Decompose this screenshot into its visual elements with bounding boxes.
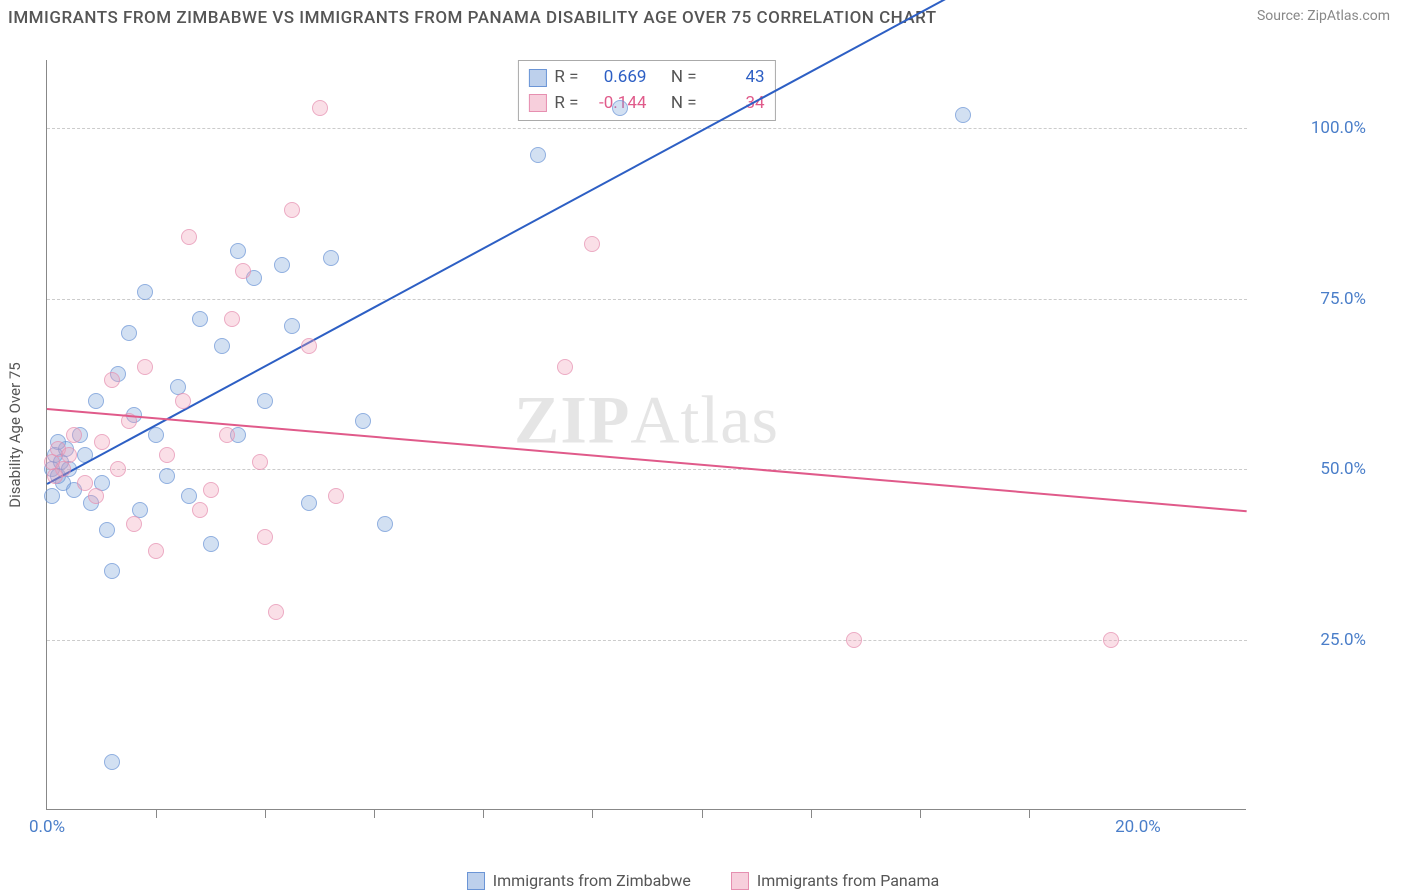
swatch-panama [528, 94, 546, 112]
scatter-point-panama [77, 475, 93, 491]
scatter-point-panama [104, 372, 120, 388]
scatter-point-zimbabwe [323, 250, 339, 266]
scatter-point-zimbabwe [355, 413, 371, 429]
chart-title: IMMIGRANTS FROM ZIMBABWE VS IMMIGRANTS F… [8, 8, 937, 28]
scatter-point-zimbabwe [203, 536, 219, 552]
scatter-point-zimbabwe [377, 516, 393, 532]
gridline-h [47, 640, 1247, 641]
scatter-point-zimbabwe [230, 243, 246, 259]
scatter-point-zimbabwe [181, 488, 197, 504]
scatter-point-panama [110, 461, 126, 477]
gridline-h [47, 469, 1247, 470]
legend-label-zimbabwe: Immigrants from Zimbabwe [493, 871, 691, 890]
scatter-point-zimbabwe [955, 107, 971, 123]
scatter-point-panama [1103, 632, 1119, 648]
gridline-h [47, 128, 1247, 129]
gridline-v [920, 810, 921, 818]
scatter-point-panama [94, 434, 110, 450]
legend-swatch-panama [731, 872, 749, 890]
scatter-point-panama [47, 468, 63, 484]
source-label: Source: ZipAtlas.com [1257, 8, 1390, 24]
scatter-point-zimbabwe [284, 318, 300, 334]
scatter-point-zimbabwe [104, 563, 120, 579]
scatter-point-panama [557, 359, 573, 375]
scatter-point-panama [88, 488, 104, 504]
scatter-point-panama [148, 543, 164, 559]
y-tick-label: 100.0% [1256, 118, 1366, 138]
swatch-zimbabwe [528, 69, 546, 87]
gridline-v [483, 810, 484, 818]
scatter-point-panama [252, 454, 268, 470]
legend-label-panama: Immigrants from Panama [757, 871, 939, 890]
trend-line-panama [47, 408, 1247, 512]
scatter-point-zimbabwe [612, 100, 628, 116]
y-tick-label: 75.0% [1256, 289, 1366, 309]
legend-swatch-zimbabwe [467, 872, 485, 890]
scatter-point-panama [203, 482, 219, 498]
stats-row-zimbabwe: R =0.669 N =43 [528, 65, 764, 91]
scatter-point-zimbabwe [137, 284, 153, 300]
gridline-v [811, 810, 812, 818]
scatter-point-zimbabwe [301, 495, 317, 511]
gridline-v [156, 810, 157, 818]
scatter-point-panama [66, 427, 82, 443]
scatter-point-zimbabwe [104, 754, 120, 770]
scatter-point-panama [224, 311, 240, 327]
y-tick-label: 50.0% [1256, 459, 1366, 479]
scatter-point-panama [175, 393, 191, 409]
stats-row-panama: R =-0.144 N =34 [528, 91, 764, 117]
scatter-point-panama [284, 202, 300, 218]
scatter-point-zimbabwe [192, 311, 208, 327]
scatter-point-panama [181, 229, 197, 245]
scatter-point-panama [328, 488, 344, 504]
scatter-point-panama [312, 100, 328, 116]
scatter-point-panama [137, 359, 153, 375]
scatter-point-panama [126, 516, 142, 532]
scatter-point-zimbabwe [88, 393, 104, 409]
gridline-v [1029, 810, 1030, 818]
scatter-point-zimbabwe [159, 468, 175, 484]
gridline-v [265, 810, 266, 818]
scatter-point-panama [61, 447, 77, 463]
scatter-point-zimbabwe [257, 393, 273, 409]
y-tick-label: 25.0% [1256, 630, 1366, 650]
gridline-v [702, 810, 703, 818]
scatter-point-zimbabwe [44, 488, 60, 504]
scatter-point-panama [268, 604, 284, 620]
scatter-point-panama [301, 338, 317, 354]
scatter-point-panama [846, 632, 862, 648]
x-tick-label: 20.0% [1115, 817, 1161, 837]
scatter-point-zimbabwe [99, 522, 115, 538]
gridline-v [592, 810, 593, 818]
scatter-point-zimbabwe [274, 257, 290, 273]
plot-area: ZIPAtlas Disability Age Over 75 R =0.669… [46, 60, 1382, 840]
scatter-point-zimbabwe [148, 427, 164, 443]
scatter-point-panama [192, 502, 208, 518]
gridline-v [374, 810, 375, 818]
legend-item-zimbabwe: Immigrants from Zimbabwe [467, 871, 691, 890]
y-axis-label: Disability Age Over 75 [6, 362, 24, 507]
legend: Immigrants from Zimbabwe Immigrants from … [0, 871, 1406, 890]
scatter-point-zimbabwe [214, 338, 230, 354]
scatter-point-panama [257, 529, 273, 545]
scatter-point-panama [584, 236, 600, 252]
scatter-point-panama [159, 447, 175, 463]
gridline-h [47, 299, 1247, 300]
legend-item-panama: Immigrants from Panama [731, 871, 939, 890]
watermark: ZIPAtlas [514, 380, 779, 459]
scatter-point-panama [235, 263, 251, 279]
scatter-point-zimbabwe [530, 147, 546, 163]
scatter-point-panama [219, 427, 235, 443]
x-tick-label: 0.0% [29, 817, 65, 837]
scatter-point-zimbabwe [121, 325, 137, 341]
